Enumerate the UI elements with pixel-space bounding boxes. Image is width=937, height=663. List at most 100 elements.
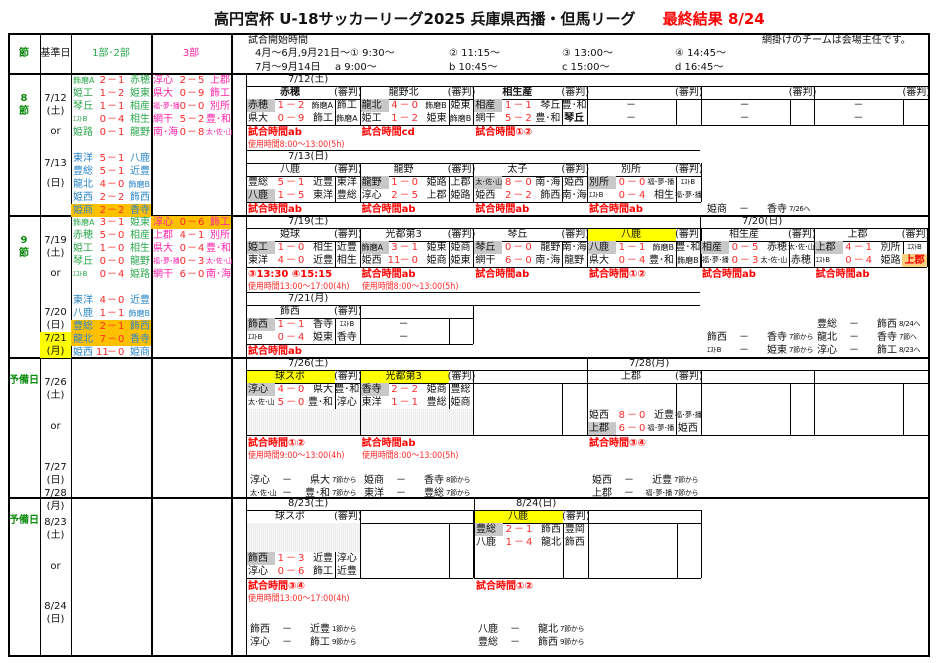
start-time-slot-summer: 7月～9月14日 xyxy=(255,62,321,73)
home-team: 姫路 xyxy=(73,127,93,138)
home-team: 淳心 xyxy=(248,384,268,395)
score-dash: － xyxy=(513,177,524,188)
away-team: 福･夢･播 xyxy=(647,178,675,186)
referee-team: 姫路 xyxy=(450,190,471,201)
grid-line xyxy=(246,370,587,371)
away-team: 近豊 xyxy=(313,553,333,564)
away-team: 相生 xyxy=(313,242,333,253)
match-date: 7/12(土) xyxy=(288,74,329,85)
home-team: 龍北 xyxy=(73,334,93,345)
match-time: 試合時間ab xyxy=(248,127,302,138)
home-team: 琴丘 xyxy=(73,256,93,267)
note-text: 7/26へ xyxy=(789,205,811,213)
away-score: 8 xyxy=(198,127,205,138)
section-label: 8 xyxy=(20,93,28,104)
home-team: 上郡 xyxy=(815,242,836,253)
grid-line xyxy=(474,510,475,578)
start-time-slot-summer: d 16:45～ xyxy=(675,62,724,73)
section-label: 予備日 xyxy=(9,375,39,386)
score-dash: － xyxy=(627,177,637,188)
away-team: 飾西 xyxy=(130,192,150,203)
grid-line xyxy=(473,305,475,344)
venue-highlight xyxy=(360,371,449,383)
home-team: 相産 xyxy=(475,100,496,111)
home-team: 姫工 xyxy=(73,243,93,254)
away-score: 0 xyxy=(411,100,419,111)
venue-name: 八鹿 xyxy=(508,511,528,522)
home-score: 1 xyxy=(277,100,284,111)
grid-line xyxy=(587,202,701,203)
referee-team: 福･夢･播 xyxy=(675,191,702,199)
grid-line xyxy=(246,202,360,203)
note-dash: － xyxy=(282,637,292,648)
host-highlight xyxy=(247,383,275,396)
home-team: 淳心 xyxy=(153,75,173,86)
match-time: 試合時間ab xyxy=(475,269,530,280)
away-team: 太･佐･山 xyxy=(206,257,233,265)
away-team: 上郡 xyxy=(426,190,447,201)
base-date: 7/27 xyxy=(44,462,67,473)
home-team: 赤穂 xyxy=(248,100,268,111)
score-dash: － xyxy=(107,205,117,216)
away-score: 0 xyxy=(525,177,532,188)
note-dash: － xyxy=(282,488,292,499)
grid-line xyxy=(814,370,816,435)
grid-line xyxy=(246,228,247,267)
referee-label xyxy=(561,370,587,383)
grid-line xyxy=(246,163,700,164)
venue-name: 別所 xyxy=(621,164,641,175)
score-dash: － xyxy=(107,295,117,306)
grid-line xyxy=(246,497,247,510)
away-score: 1 xyxy=(118,75,125,86)
match-time: 試合時間ab xyxy=(248,204,302,215)
note-dash: － xyxy=(282,624,292,635)
referee-team: ｴｽﾄB xyxy=(339,320,354,328)
away-team: 南･海 xyxy=(206,269,231,280)
away-team: 近豊 xyxy=(313,255,333,266)
home-team: 県大 xyxy=(589,255,609,266)
home-team: 飾西 xyxy=(248,553,268,564)
base-date: (日) xyxy=(46,614,65,625)
grid-line xyxy=(359,99,474,100)
base-date: 7/21 xyxy=(40,332,71,345)
note-away-team: 豊･和 xyxy=(305,488,330,499)
score-dash: － xyxy=(740,242,750,253)
grid-line xyxy=(246,383,360,384)
grid-line xyxy=(587,86,588,125)
grid-line xyxy=(474,497,701,498)
venue-name: 相生産 xyxy=(729,229,759,240)
column-header-setsu: 節 xyxy=(19,48,29,59)
away-score: 4 xyxy=(118,114,125,125)
venue-name: 上郡 xyxy=(847,229,868,240)
away-team: 南･海 xyxy=(535,255,561,266)
match-time: 試合時間ab xyxy=(589,204,643,215)
grid-line xyxy=(473,241,587,242)
referee-team: 上郡 xyxy=(901,254,928,267)
host-highlight xyxy=(247,552,275,565)
score-dash: － xyxy=(107,230,117,241)
home-score: 1 xyxy=(505,537,512,548)
note-away-team: 県大 xyxy=(310,475,330,486)
home-team: 姫西 xyxy=(73,347,93,358)
grid-line xyxy=(246,305,700,306)
score-dash: － xyxy=(399,397,410,408)
grid-line xyxy=(151,33,153,655)
start-time-label: 試合開始時間 xyxy=(248,35,308,46)
grid-line xyxy=(676,99,677,125)
base-date: 7/28 xyxy=(44,488,67,499)
away-score: 2 xyxy=(525,190,532,201)
home-team: 赤穂 xyxy=(73,230,93,241)
referee-team: 香寺 xyxy=(336,332,357,343)
base-date: (日) xyxy=(46,320,65,331)
home-team: 八鹿 xyxy=(73,308,93,319)
host-highlight xyxy=(814,241,843,254)
score-dash: － xyxy=(187,88,197,99)
home-team: 姫工 xyxy=(361,113,382,124)
home-team: 網干 xyxy=(475,113,496,124)
referee-team: 福･夢･播 xyxy=(675,411,702,419)
away-score: 6 xyxy=(298,566,305,577)
away-team: 飾磨A xyxy=(311,101,333,110)
home-team: 姫西 xyxy=(589,410,609,421)
column-header-div3: 3部 xyxy=(182,48,200,59)
referee-label: (審判) xyxy=(562,511,590,522)
